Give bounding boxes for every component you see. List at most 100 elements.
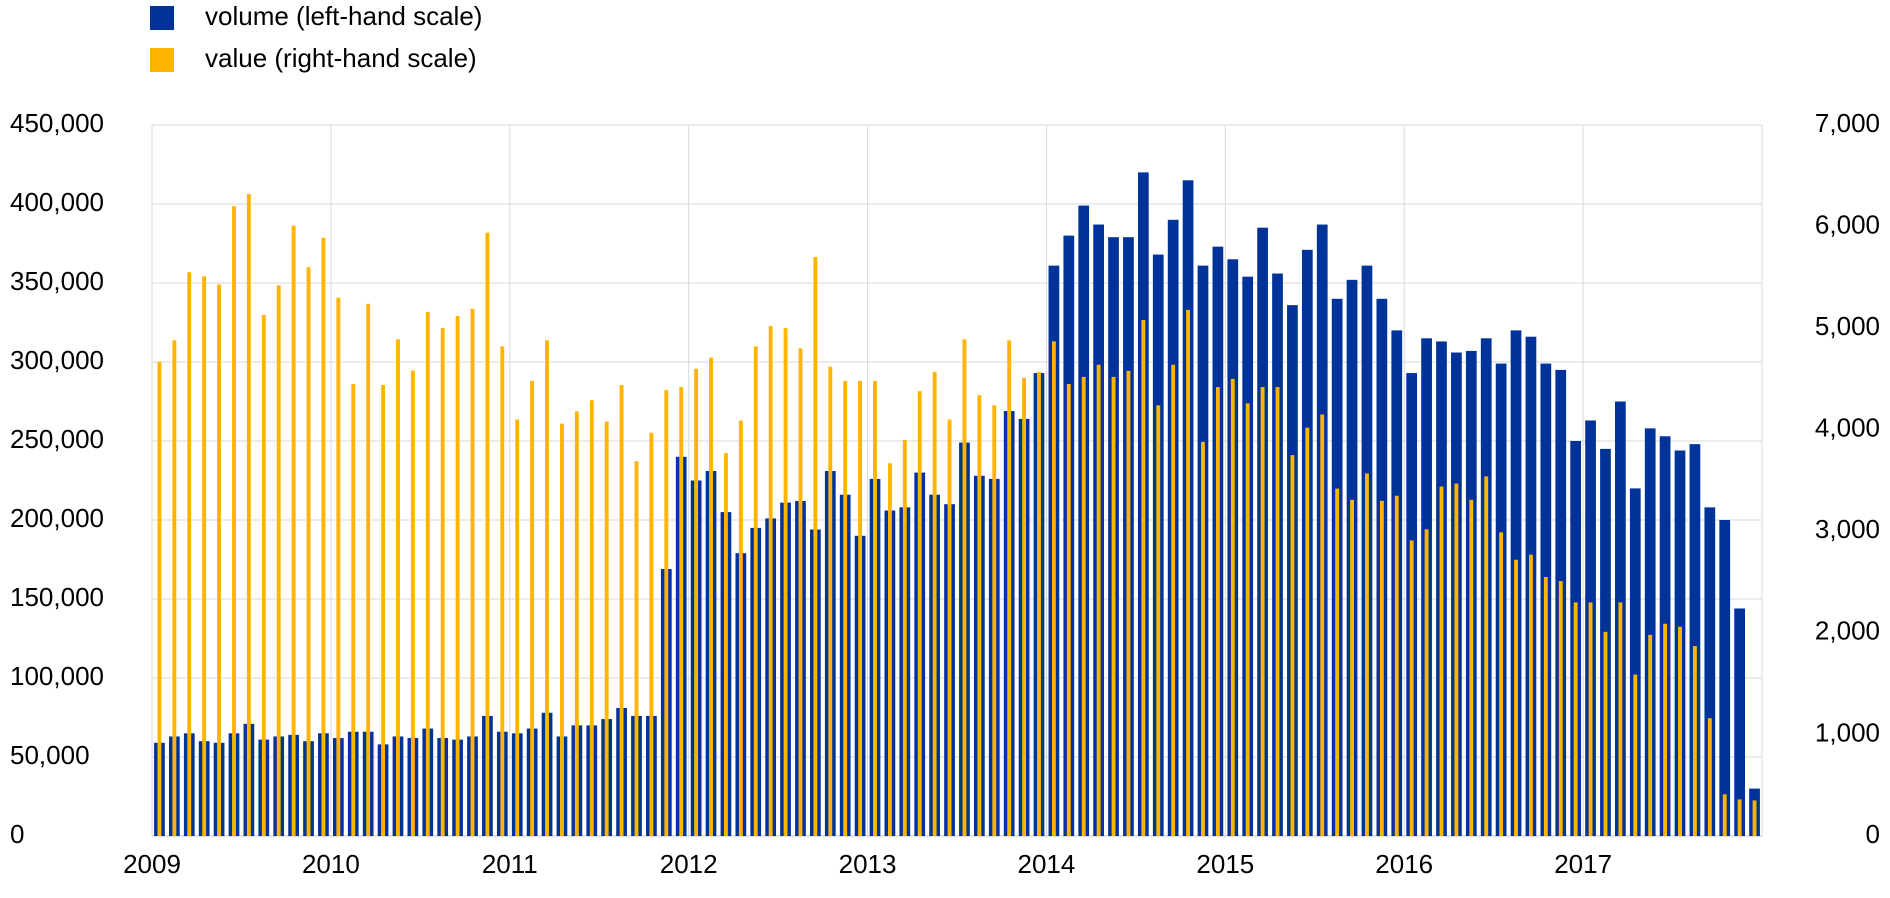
x-tick-label: 2010 <box>302 849 360 879</box>
value-bar <box>1215 387 1220 836</box>
volume-bar <box>1629 488 1641 836</box>
volume-bar <box>1689 444 1701 836</box>
y-tick-label: 400,000 <box>10 187 104 217</box>
value-bar <box>679 387 684 836</box>
value-bar <box>1245 403 1250 836</box>
value-bar <box>1648 634 1653 836</box>
value-bar <box>202 276 207 836</box>
value-bar <box>1096 364 1101 836</box>
volume-bar <box>1719 520 1731 836</box>
value-bar <box>217 284 222 836</box>
value-bar <box>470 308 475 836</box>
value-bar <box>1588 602 1593 836</box>
value-bar <box>1305 427 1310 836</box>
y-tick-label: 50,000 <box>10 740 90 770</box>
y-tick-label: 100,000 <box>10 661 104 691</box>
value-bar <box>1737 799 1742 836</box>
y-tick-label: 350,000 <box>10 266 104 296</box>
value-bar <box>917 391 922 836</box>
value-bar <box>887 463 892 836</box>
value-bar <box>425 311 430 836</box>
value-bar <box>1111 376 1116 836</box>
volume-bar <box>1704 507 1716 836</box>
value-bar <box>962 339 967 836</box>
y-tick-label: 300,000 <box>10 345 104 375</box>
y-tick-label: 250,000 <box>10 424 104 454</box>
value-bar <box>1051 341 1056 836</box>
value-bar <box>709 357 713 836</box>
value-bar <box>1350 499 1354 836</box>
value-bar <box>366 303 371 836</box>
value-bar <box>1007 340 1012 836</box>
value-bar <box>723 453 728 836</box>
value-bar <box>396 339 400 836</box>
y-tick-label: 200,000 <box>10 503 104 533</box>
value-bar <box>1722 794 1727 836</box>
value-bar <box>1156 405 1161 836</box>
value-bar <box>1528 554 1533 836</box>
value-bar <box>1230 378 1235 836</box>
y2-tick-label: 5,000 <box>1815 311 1880 341</box>
value-bar <box>947 419 952 836</box>
value-bar <box>828 366 833 836</box>
value-bar <box>1678 626 1682 836</box>
value-bar <box>634 461 639 836</box>
value-bar <box>1409 540 1414 836</box>
value-bar <box>1573 602 1578 836</box>
value-bar <box>1171 364 1176 836</box>
value-bar <box>1558 581 1563 836</box>
value-bar <box>232 206 236 836</box>
value-bar <box>306 267 311 836</box>
value-bar <box>1469 499 1474 836</box>
value-bar <box>768 326 773 836</box>
value-bar <box>1633 674 1638 836</box>
value-bar <box>321 237 326 837</box>
value-bar <box>560 423 564 836</box>
value-bar <box>545 340 549 836</box>
value-bar <box>1692 646 1697 836</box>
value-bar <box>783 328 788 836</box>
value-bar <box>530 380 535 836</box>
value-bar <box>1275 387 1280 836</box>
value-bar <box>1081 376 1086 836</box>
value-bar <box>664 390 669 836</box>
legend-label: value (right-hand scale) <box>205 43 477 73</box>
value-bar <box>738 420 743 836</box>
value-bar <box>1365 473 1369 836</box>
value-bar <box>157 361 162 836</box>
y2-tick-label: 3,000 <box>1815 514 1880 544</box>
value-bar <box>1484 476 1489 836</box>
value-bar <box>1663 623 1668 836</box>
value-bar <box>902 439 907 836</box>
value-bar <box>873 380 877 836</box>
value-bar <box>1752 800 1757 836</box>
value-bar <box>1379 500 1384 836</box>
value-bar <box>858 380 863 836</box>
value-bar <box>187 272 192 836</box>
value-bar <box>1707 718 1712 836</box>
y2-tick-label: 2,000 <box>1815 616 1880 646</box>
value-bar <box>1394 495 1399 836</box>
y-tick-label: 150,000 <box>10 582 104 612</box>
x-tick-label: 2009 <box>123 849 181 879</box>
legend-swatch <box>150 6 174 30</box>
value-bar <box>381 385 386 836</box>
value-bar <box>1037 371 1041 836</box>
value-bar <box>604 421 609 836</box>
value-bar <box>500 346 505 836</box>
value-bar <box>1022 377 1027 836</box>
value-bar <box>291 225 296 836</box>
value-bar <box>1454 483 1459 836</box>
value-bar <box>574 411 579 836</box>
value-bar <box>813 257 818 836</box>
value-bar <box>485 232 490 836</box>
legend-swatch <box>150 48 174 72</box>
value-bar <box>694 368 699 836</box>
y2-tick-label: 0 <box>1866 819 1880 849</box>
value-bar <box>336 297 341 837</box>
x-tick-label: 2014 <box>1018 849 1076 879</box>
x-tick-label: 2012 <box>660 849 718 879</box>
value-bar <box>1066 384 1071 836</box>
y-tick-label: 450,000 <box>10 108 104 138</box>
